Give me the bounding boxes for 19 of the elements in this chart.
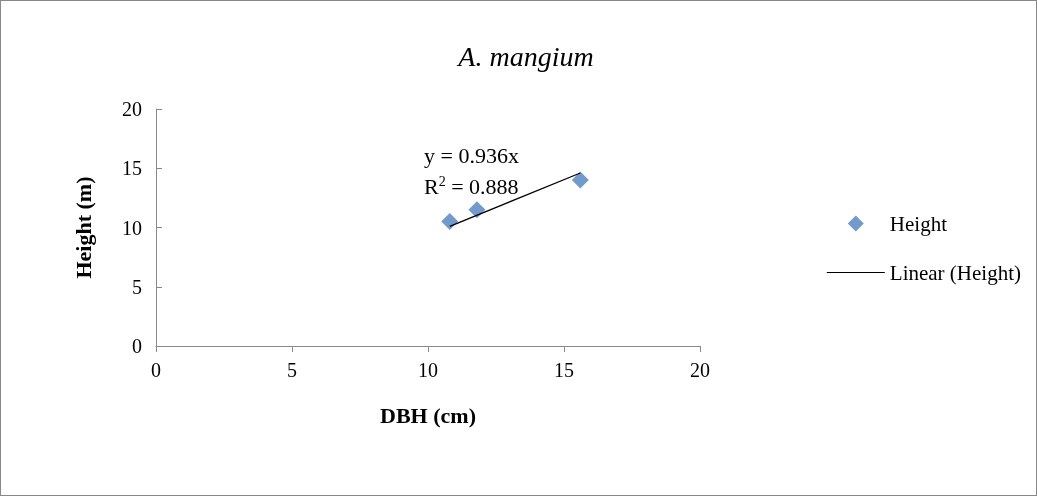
y-tick-label: 20 xyxy=(122,98,142,120)
y-tick-label: 5 xyxy=(132,275,142,298)
legend-label: Linear (Height) xyxy=(889,260,1022,285)
y-tick-label: 0 xyxy=(132,335,142,357)
x-tick-label: 20 xyxy=(690,359,710,381)
point xyxy=(468,201,486,219)
y-tick-label: 10 xyxy=(122,216,142,239)
legend-label: Height xyxy=(889,211,948,236)
annotation: y = 0.936x xyxy=(424,142,519,168)
y-tick-label: 15 xyxy=(122,157,142,180)
chart-title: A. mangium xyxy=(456,40,594,72)
point xyxy=(571,171,589,189)
x-tick-label: 0 xyxy=(151,359,161,381)
x-tick-label: 15 xyxy=(554,359,574,381)
x-tick-label: 10 xyxy=(418,359,438,381)
x-tick-label: 5 xyxy=(287,359,297,381)
x-axis-title: DBH (cm) xyxy=(380,402,476,428)
point xyxy=(441,213,459,231)
y-axis-title: Height (m) xyxy=(70,176,96,279)
